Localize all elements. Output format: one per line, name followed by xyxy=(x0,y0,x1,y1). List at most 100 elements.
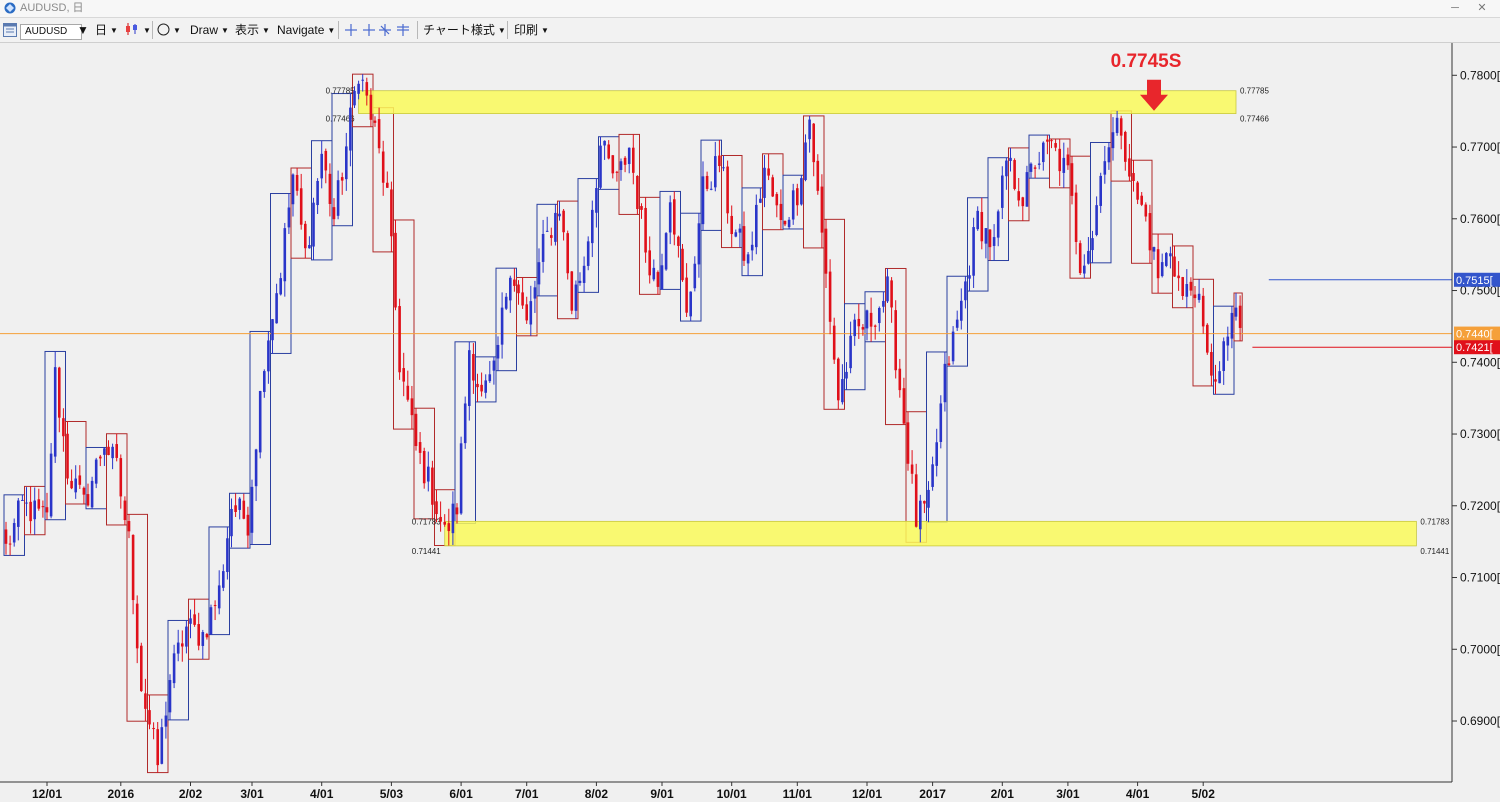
date-axis-label: 4/01 xyxy=(1126,787,1150,801)
candle-body xyxy=(70,480,73,489)
candle-body xyxy=(791,190,795,220)
candle-body xyxy=(972,227,975,276)
price-axis-label: 0.7800[0 xyxy=(1460,68,1500,82)
draw-menu[interactable]: Draw ▼ xyxy=(190,21,229,39)
candle-body xyxy=(640,206,643,210)
candle-body xyxy=(357,83,360,94)
candle-body xyxy=(33,500,36,520)
candle-type-select[interactable]: ▼ xyxy=(124,21,151,39)
weekly-range-box xyxy=(331,93,353,227)
candle-body xyxy=(1029,163,1033,172)
candle-body xyxy=(886,276,889,302)
candle-body xyxy=(365,82,369,96)
weekly-range-box xyxy=(1008,147,1030,222)
candle-body xyxy=(1066,154,1070,166)
crosshair-tools-icon[interactable] xyxy=(343,22,413,38)
candle-body xyxy=(910,464,914,474)
candle-body xyxy=(250,486,254,533)
candle-body xyxy=(783,220,787,225)
app-logo-icon xyxy=(4,2,16,14)
candle-body xyxy=(1087,250,1090,264)
candle-body xyxy=(267,340,270,372)
candle-body xyxy=(66,433,69,479)
candle-body xyxy=(361,79,364,81)
candle-body xyxy=(517,284,520,294)
zone-price-label: 0.77466 xyxy=(1240,115,1269,124)
minimize-button[interactable]: ─ xyxy=(1451,2,1459,14)
candle-body xyxy=(86,494,90,506)
candle-body xyxy=(775,194,779,206)
weekly-range-box xyxy=(1090,141,1112,264)
price-chart[interactable]: 0.77785 0.77785 0.77466 0.77466 0.71783 0.717… xyxy=(0,43,1500,802)
candle-body xyxy=(808,119,811,140)
price-axis-label: 0.6900[0 xyxy=(1460,714,1500,728)
candle-body xyxy=(1222,341,1225,372)
candle-body xyxy=(935,442,938,466)
toolbar-separator xyxy=(417,21,418,39)
candle-body xyxy=(779,203,783,221)
weekly-range-box xyxy=(126,513,148,722)
candle-body xyxy=(968,275,971,279)
candle-body xyxy=(685,277,688,313)
view-menu[interactable]: 表示 ▼ xyxy=(235,21,270,39)
candle-body xyxy=(533,287,537,299)
candle-body xyxy=(205,633,209,638)
candle-body xyxy=(1189,281,1193,291)
candle-body xyxy=(763,167,766,198)
chart-style-menu-label: チャート様式 xyxy=(423,23,495,37)
symbol-dropdown-arrow[interactable]: ▼ xyxy=(77,23,89,37)
candle-body xyxy=(168,680,172,713)
chart-area[interactable]: 0.77785 0.77785 0.77466 0.77466 0.71783 0.717… xyxy=(0,43,1500,802)
candle-body xyxy=(1173,256,1176,277)
candle-body xyxy=(1144,204,1148,217)
candle-body xyxy=(320,153,323,179)
symbol-value: AUDUSD xyxy=(20,24,82,40)
symbol-select[interactable]: AUDUSD xyxy=(20,21,82,40)
candle-body xyxy=(1078,243,1082,273)
candle-body xyxy=(152,727,155,730)
candle-body xyxy=(832,325,836,360)
price-marker-box xyxy=(1454,340,1500,355)
chart-window-icon[interactable] xyxy=(3,23,17,37)
candle-body xyxy=(160,727,164,764)
candle-body xyxy=(1206,324,1209,353)
candle-body xyxy=(1128,158,1131,177)
candle-body xyxy=(873,325,877,327)
candle-body xyxy=(246,514,250,536)
candle-body xyxy=(390,189,393,237)
candle-body xyxy=(82,487,86,495)
weekly-range-box xyxy=(577,178,599,293)
weekly-range-box xyxy=(1233,292,1243,342)
candle-body xyxy=(394,232,397,308)
navigate-menu[interactable]: Navigate ▼ xyxy=(277,21,335,39)
chart-style-menu[interactable]: チャート様式 ▼ xyxy=(423,21,506,39)
candle-body xyxy=(148,710,151,725)
candle-body xyxy=(623,157,627,165)
print-menu[interactable]: 印刷 ▼ xyxy=(514,21,549,39)
timeframe-select[interactable]: 日 ▼ xyxy=(95,21,118,39)
candle-body xyxy=(898,368,902,391)
candle-body xyxy=(996,211,1000,238)
annotation-label: 0.7745S xyxy=(1111,51,1182,72)
candle-type-dropdown-arrow: ▼ xyxy=(143,26,151,35)
date-axis-label: 10/01 xyxy=(717,787,747,801)
candle-body xyxy=(496,344,500,359)
candle-body xyxy=(1181,277,1184,297)
shape-select[interactable]: ▼ xyxy=(157,21,181,39)
date-axis-label: 6/01 xyxy=(449,787,473,801)
candle-body xyxy=(62,418,65,437)
close-button[interactable]: ✕ xyxy=(1477,2,1487,14)
candle-body xyxy=(759,198,762,203)
candle-body xyxy=(263,371,266,392)
candle-body xyxy=(472,354,475,381)
candle-body xyxy=(1124,131,1127,162)
candle-body xyxy=(878,307,881,324)
date-axis-label: 8/02 xyxy=(585,787,609,801)
candle-body xyxy=(427,466,430,482)
candle-body xyxy=(923,500,926,504)
toolbar-separator xyxy=(338,21,339,39)
date-axis-label: 2/01 xyxy=(991,787,1015,801)
candle-body xyxy=(189,618,192,624)
candle-body xyxy=(976,210,979,230)
price-axis-label: 0.7200[0 xyxy=(1460,499,1500,513)
